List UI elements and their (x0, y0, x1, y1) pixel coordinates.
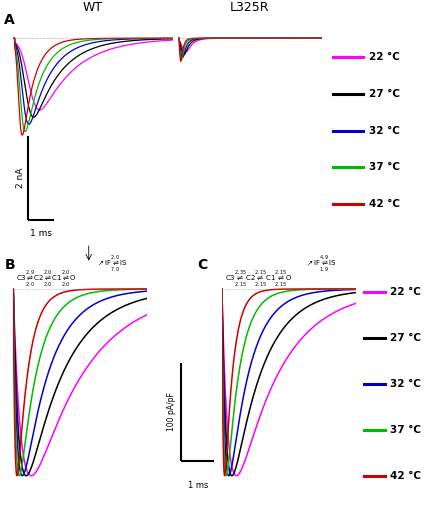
Text: 22 °C: 22 °C (369, 52, 400, 62)
Text: $\nearrow$IF$\underset{1.9}{\overset{4.9}{\rightleftharpoons}}$IS: $\nearrow$IF$\underset{1.9}{\overset{4.9… (305, 253, 336, 274)
Text: 1 ms: 1 ms (187, 481, 208, 490)
Text: 42 °C: 42 °C (390, 471, 421, 481)
Text: 32 °C: 32 °C (369, 125, 400, 136)
Title: WT: WT (83, 2, 103, 15)
Text: B: B (4, 258, 15, 272)
Text: 2 nA: 2 nA (16, 168, 25, 188)
Text: 27 °C: 27 °C (390, 333, 421, 343)
Text: C3$\underset{2.0}{\overset{2.9}{\rightleftharpoons}}$C2$\underset{2.0}{\overset{: C3$\underset{2.0}{\overset{2.9}{\rightle… (16, 269, 77, 289)
Text: C: C (197, 258, 207, 272)
Text: 27 °C: 27 °C (369, 89, 400, 99)
Text: 32 °C: 32 °C (390, 379, 420, 389)
Title: L325R: L325R (230, 2, 270, 15)
Text: 100 pA/pF: 100 pA/pF (167, 393, 175, 431)
Text: C3$\underset{2.15}{\overset{2.35}{\rightleftharpoons}}$C2$\underset{2.15}{\overs: C3$\underset{2.15}{\overset{2.35}{\right… (225, 269, 292, 289)
Text: 37 °C: 37 °C (390, 425, 421, 435)
Text: 42 °C: 42 °C (369, 199, 400, 209)
Text: A: A (4, 13, 15, 27)
Text: 37 °C: 37 °C (369, 162, 400, 172)
Text: 1 ms: 1 ms (30, 229, 52, 238)
Text: $\nearrow$IF$\underset{7.0}{\overset{2.0}{\rightleftharpoons}}$IS: $\nearrow$IF$\underset{7.0}{\overset{2.0… (96, 253, 128, 274)
Text: 22 °C: 22 °C (390, 287, 420, 296)
